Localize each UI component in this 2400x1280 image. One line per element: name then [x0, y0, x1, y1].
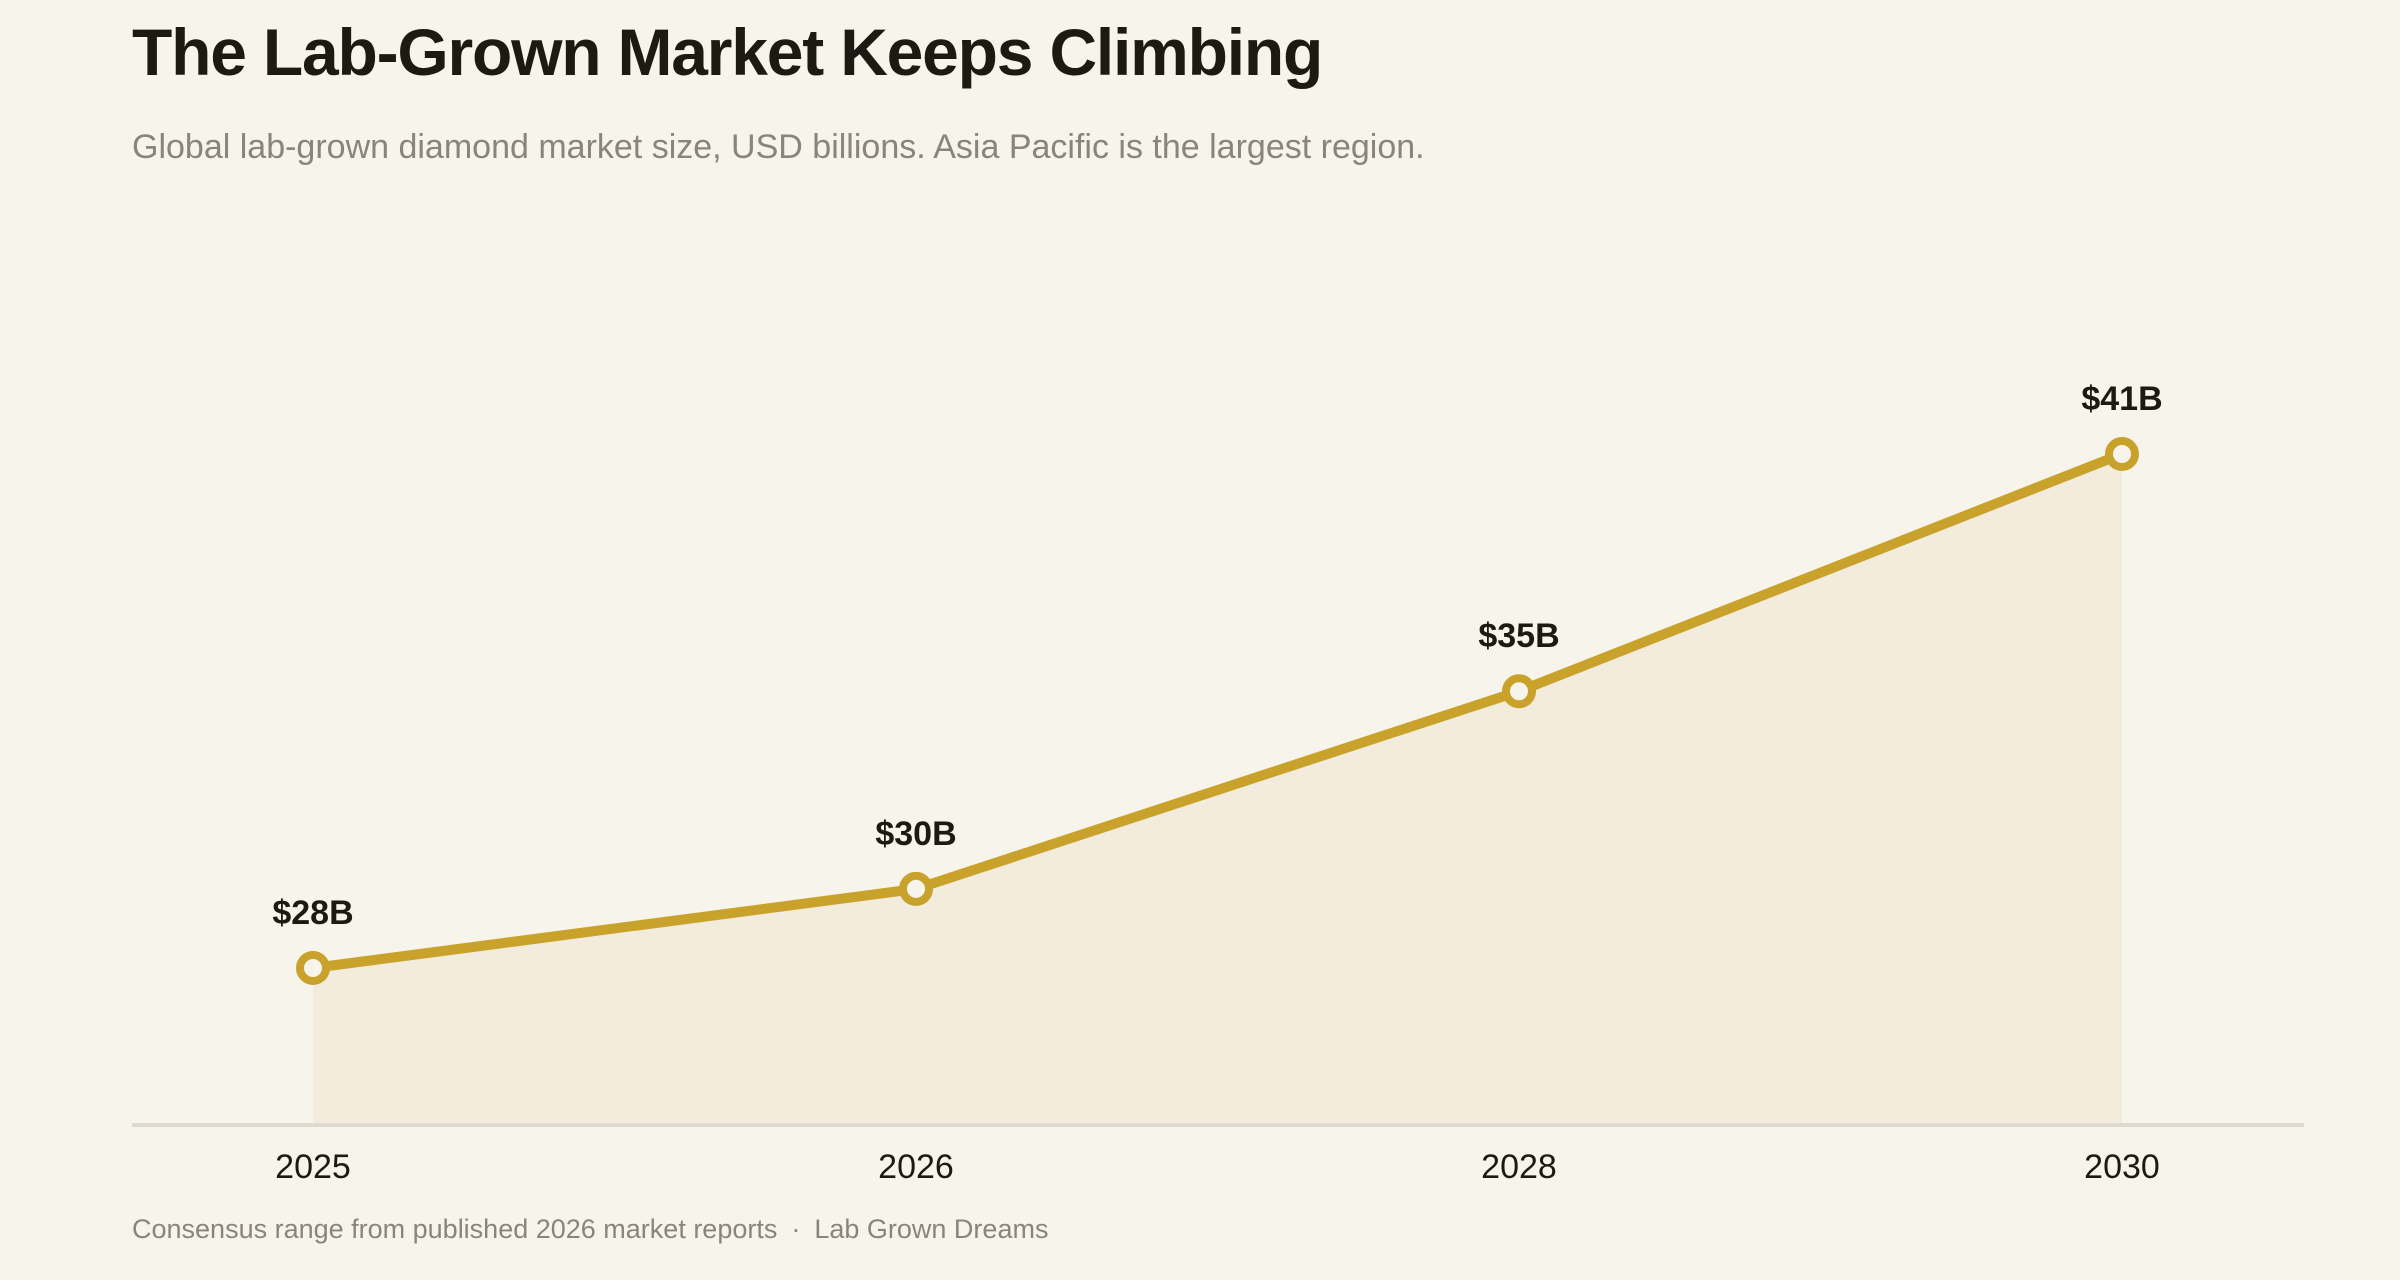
x-tick-2025: 2025 [275, 1148, 351, 1186]
chart-subtitle: Global lab-grown diamond market size, US… [132, 128, 1425, 166]
x-tick-2030: 2030 [2084, 1148, 2160, 1186]
data-point-2025 [296, 951, 330, 985]
data-point-2030 [2105, 437, 2139, 471]
data-label-2030: $41B [2081, 380, 2162, 418]
data-label-2025: $28B [272, 894, 353, 932]
footer: Consensus range from published 2026 mark… [132, 1214, 1048, 1245]
x-tick-2028: 2028 [1481, 1148, 1557, 1186]
series-line [308, 449, 2127, 973]
data-label-2026: $30B [875, 815, 956, 853]
publisher-name: Lab Grown Dreams [814, 1214, 1049, 1244]
data-point-2028 [1502, 674, 1536, 709]
data-point-2026 [899, 871, 933, 906]
chart-title: The Lab-Grown Market Keeps Climbing [132, 15, 1323, 89]
area-fill [313, 454, 2122, 1124]
x-tick-2026: 2026 [878, 1148, 954, 1186]
data-labels: $28B $30B $35B $41B [272, 380, 2162, 932]
data-label-2028: $35B [1478, 617, 1559, 655]
x-tick-labels: 2025 2026 2028 2030 [275, 1148, 2160, 1186]
source-note: Consensus range from published 2026 mark… [132, 1214, 778, 1244]
data-points [296, 437, 2139, 985]
footer-separator: · [791, 1214, 801, 1244]
